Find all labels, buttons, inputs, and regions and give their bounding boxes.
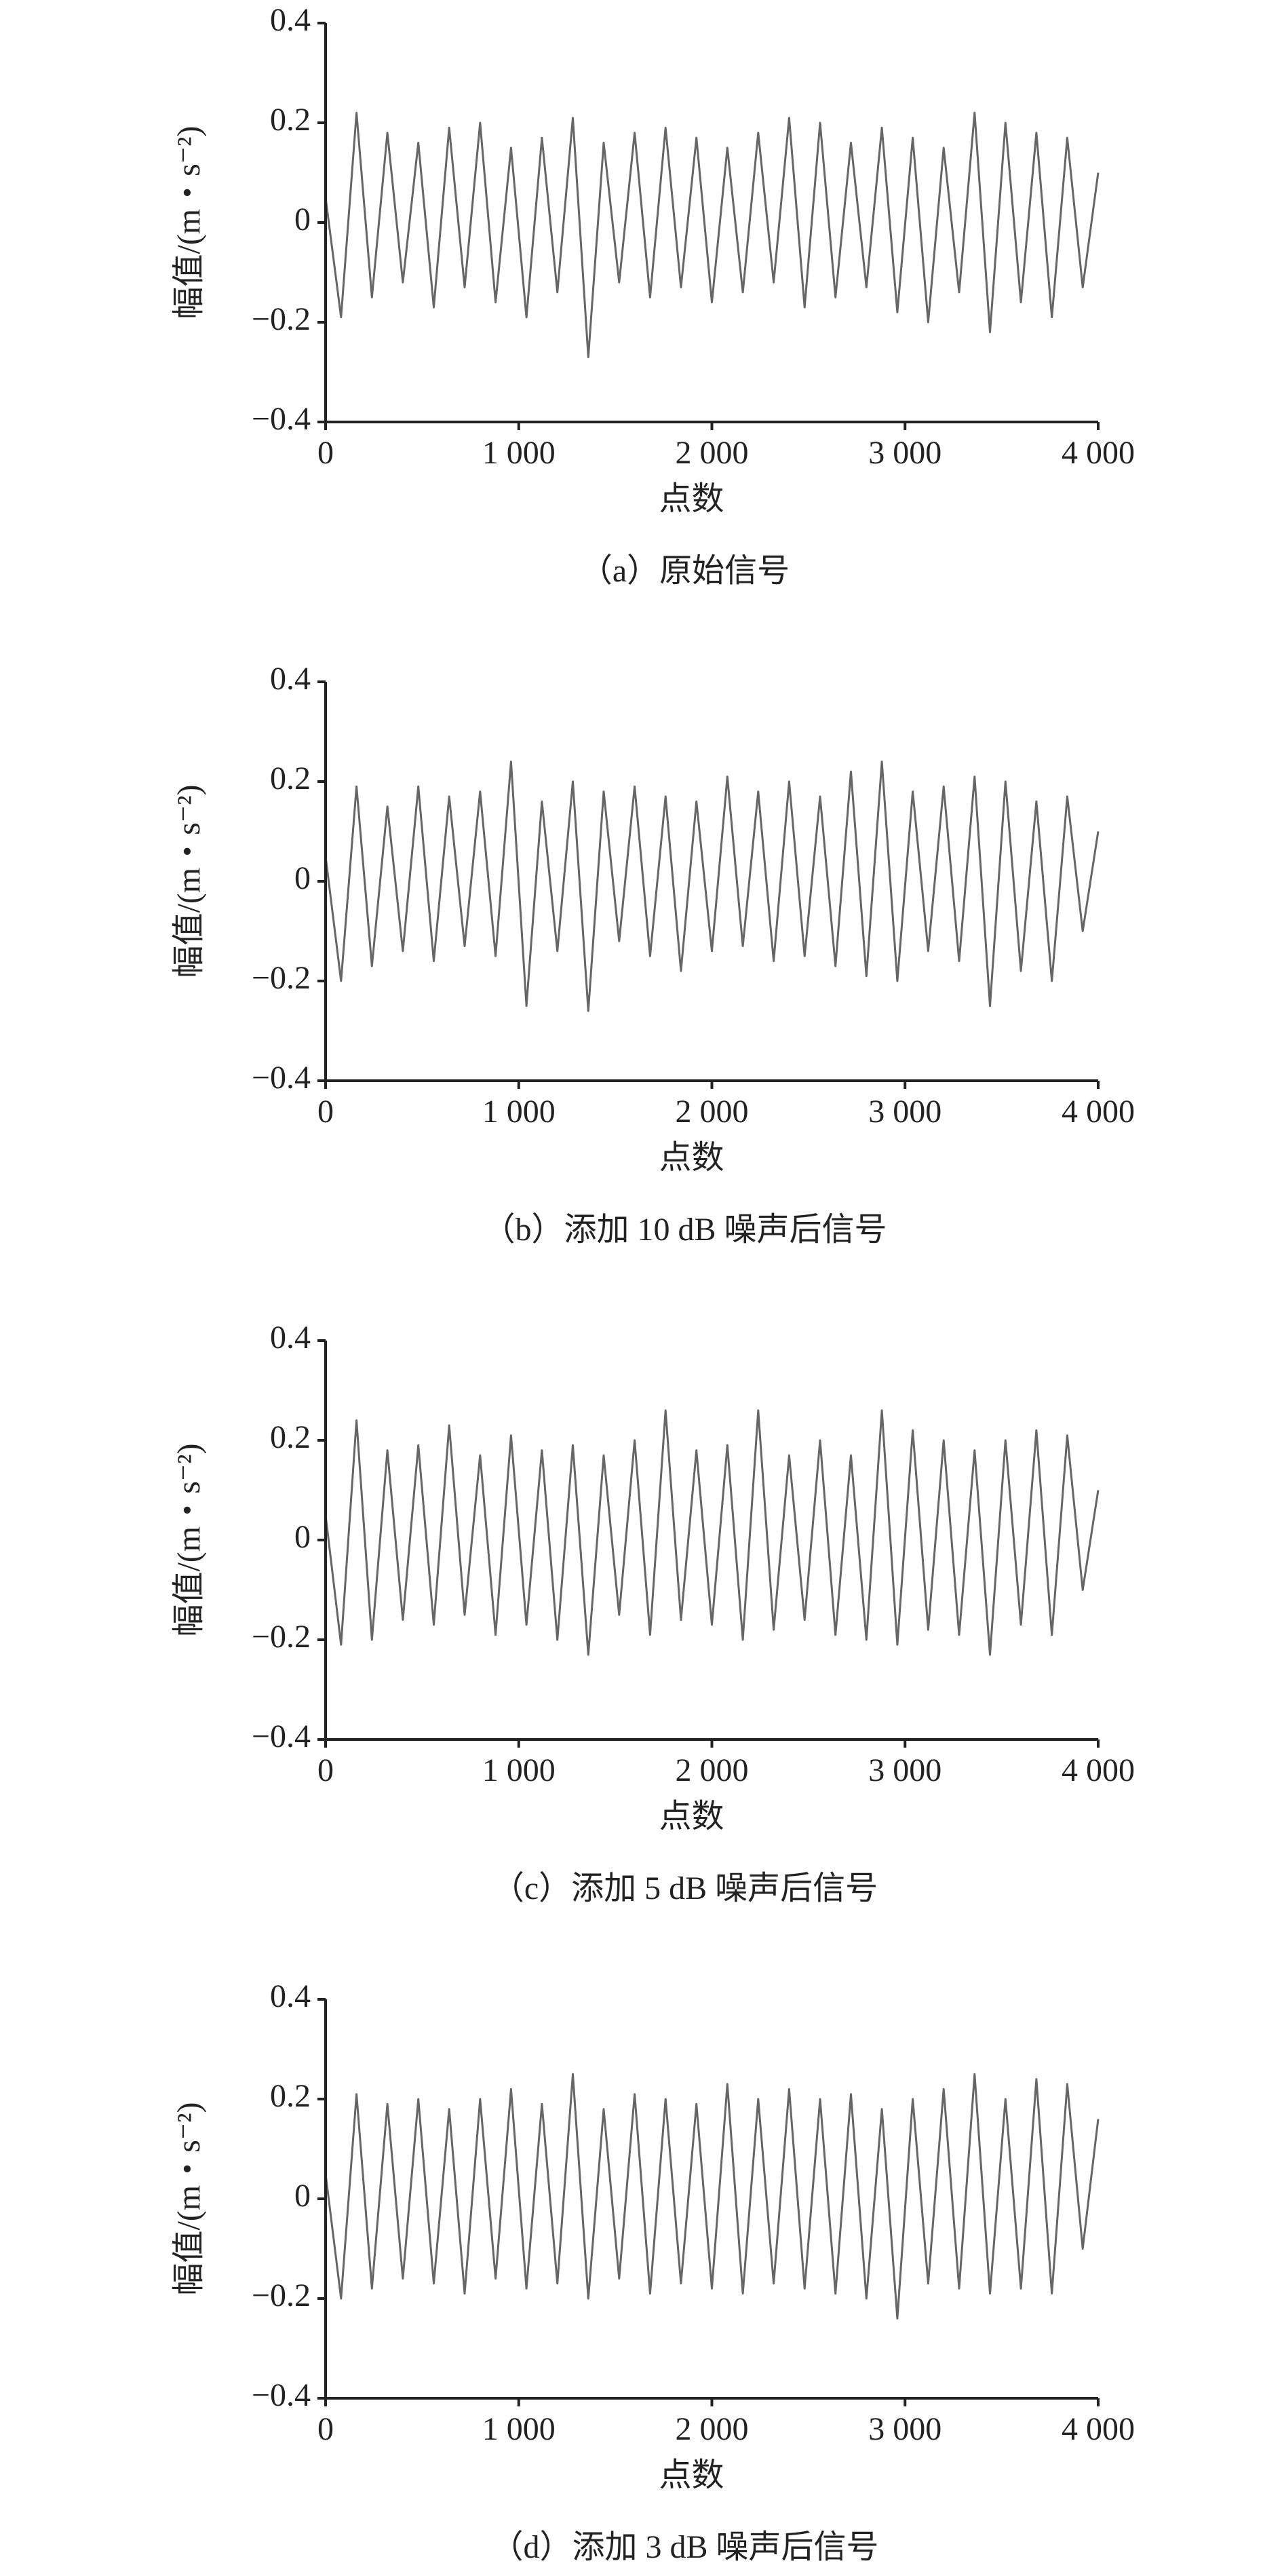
y-tick-label: −0.4 bbox=[252, 401, 311, 437]
y-tick-label: 0.2 bbox=[270, 1419, 311, 1455]
y-tick-label: 0 bbox=[294, 2178, 311, 2214]
y-tick-label: −0.2 bbox=[252, 1619, 311, 1655]
x-axis-label: 点数 bbox=[659, 1140, 724, 1176]
x-tick-label: 0 bbox=[317, 435, 334, 471]
x-tick-label: 0 bbox=[317, 2411, 334, 2447]
x-tick-label: 1 000 bbox=[482, 1752, 556, 1788]
x-tick-label: 3 000 bbox=[868, 1094, 941, 1130]
y-tick-label: 0.2 bbox=[270, 761, 311, 796]
signal-line bbox=[324, 1409, 1100, 1656]
signal-line bbox=[324, 2073, 1100, 2320]
x-axis-label: 点数 bbox=[659, 1799, 724, 1834]
x-tick-label: 2 000 bbox=[676, 435, 749, 471]
x-axis-label: 点数 bbox=[659, 2457, 724, 2493]
x-tick-label: 3 000 bbox=[868, 435, 941, 471]
caption: （c）添加 5 dB 噪声后信号 bbox=[492, 1870, 878, 1906]
x-tick-label: 1 000 bbox=[482, 2411, 556, 2447]
y-tick-label: 0.4 bbox=[270, 2, 311, 38]
y-tick-label: 0 bbox=[294, 860, 311, 896]
caption: （b）添加 10 dB 噪声后信号 bbox=[482, 1212, 887, 1248]
x-tick-label: 1 000 bbox=[482, 1094, 556, 1130]
y-tick-label: 0.4 bbox=[270, 1978, 311, 2014]
caption: （d）添加 3 dB 噪声后信号 bbox=[490, 2529, 878, 2565]
y-tick-label: −0.2 bbox=[252, 301, 311, 337]
y-tick-label: −0.4 bbox=[252, 2377, 311, 2413]
x-tick-label: 3 000 bbox=[868, 2411, 941, 2447]
y-tick-label: 0 bbox=[294, 201, 311, 237]
x-tick-label: 4 000 bbox=[1062, 1752, 1135, 1788]
signal-line bbox=[324, 761, 1100, 1012]
x-tick-label: 2 000 bbox=[676, 1752, 749, 1788]
y-tick-label: −0.4 bbox=[252, 1060, 311, 1096]
y-tick-label: 0 bbox=[294, 1519, 311, 1555]
x-tick-label: 1 000 bbox=[482, 435, 556, 471]
y-tick-label: 0.4 bbox=[270, 1320, 311, 1356]
y-tick-label: −0.4 bbox=[252, 1718, 311, 1754]
x-tick-label: 2 000 bbox=[676, 2411, 749, 2447]
y-tick-label: 0.4 bbox=[270, 661, 311, 697]
y-tick-label: −0.2 bbox=[252, 960, 311, 996]
x-tick-label: 4 000 bbox=[1062, 1094, 1135, 1130]
x-tick-label: 3 000 bbox=[868, 1752, 941, 1788]
x-tick-label: 4 000 bbox=[1062, 2411, 1135, 2447]
x-tick-label: 4 000 bbox=[1062, 435, 1135, 471]
x-axis-label: 点数 bbox=[659, 481, 724, 517]
y-tick-label: −0.2 bbox=[252, 2277, 311, 2313]
y-axis-label: 幅值/(m・s⁻²) bbox=[171, 1443, 207, 1636]
y-axis-label: 幅值/(m・s⁻²) bbox=[171, 126, 207, 319]
signal-line bbox=[324, 111, 1100, 358]
y-axis-label: 幅值/(m・s⁻²) bbox=[171, 2102, 207, 2295]
x-tick-label: 2 000 bbox=[676, 1094, 749, 1130]
y-axis-label: 幅值/(m・s⁻²) bbox=[171, 784, 207, 978]
x-tick-label: 0 bbox=[317, 1094, 334, 1130]
caption: （a）原始信号 bbox=[580, 553, 790, 589]
x-tick-label: 0 bbox=[317, 1752, 334, 1788]
y-tick-label: 0.2 bbox=[270, 102, 311, 138]
y-tick-label: 0.2 bbox=[270, 2078, 311, 2114]
